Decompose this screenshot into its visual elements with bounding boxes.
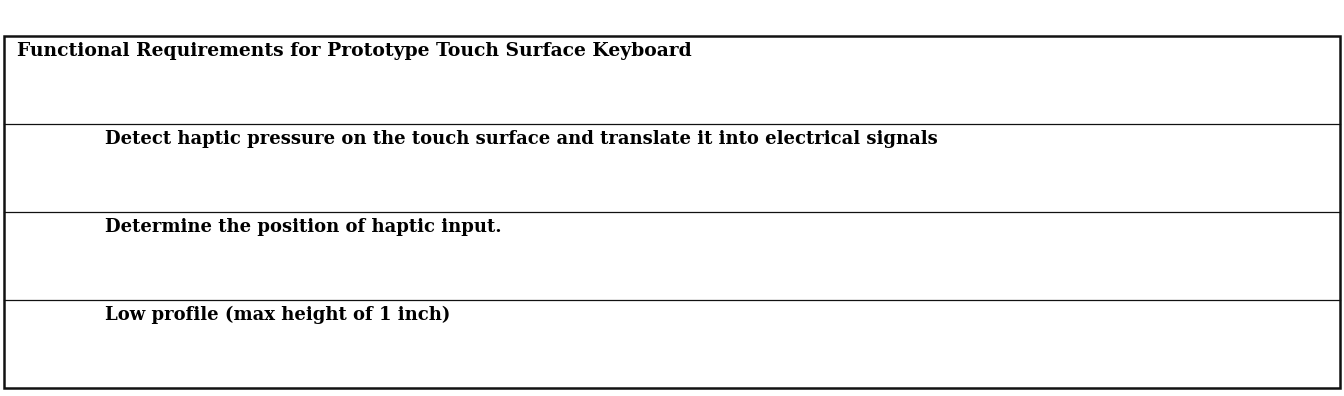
Text: Detect haptic pressure on the touch surface and translate it into electrical sig: Detect haptic pressure on the touch surf… [105,130,938,148]
Text: Functional Requirements for Prototype Touch Surface Keyboard: Functional Requirements for Prototype To… [17,42,692,60]
Text: Low profile (max height of 1 inch): Low profile (max height of 1 inch) [105,306,450,324]
Bar [4,36,1340,388]
Text: Determine the position of haptic input.: Determine the position of haptic input. [105,218,501,236]
